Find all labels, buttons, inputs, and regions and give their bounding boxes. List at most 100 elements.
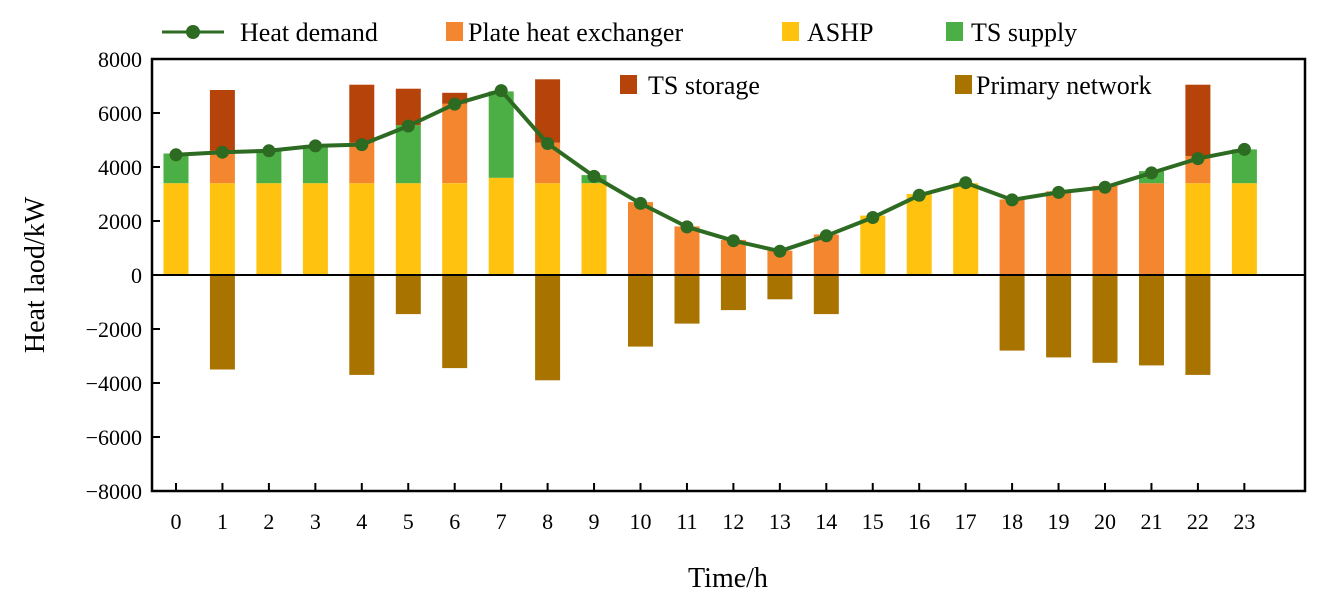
bar-ashp-7: [488, 177, 514, 275]
bar-primary-6: [442, 275, 468, 369]
x-tick-label: 23: [1233, 509, 1255, 534]
bar-primary-10: [628, 275, 653, 347]
x-tick-label: 6: [449, 509, 460, 534]
legend-ts-supply: TS supply: [946, 18, 1077, 47]
bar-primary-13: [767, 275, 793, 300]
y-axis-title: Heat laod/kW: [20, 196, 51, 353]
bar-primary-21: [1139, 275, 1164, 366]
legend-primary-label: Primary network: [976, 71, 1151, 100]
legend-ts-supply-label: TS supply: [971, 18, 1077, 47]
y-tick-label: −4000: [86, 371, 142, 396]
bar-ashp-5: [395, 183, 421, 275]
bar-primary-8: [535, 275, 561, 381]
x-tick-label: 11: [676, 509, 697, 534]
bar-ts-storage-1: [209, 90, 235, 151]
heat-demand-point-9: [587, 169, 601, 183]
y-tick-label: 0: [131, 263, 142, 288]
heat-demand-point-1: [215, 145, 229, 159]
x-tick-label: 13: [769, 509, 791, 534]
x-tick-label: 4: [356, 509, 367, 534]
heat-demand-line: [175, 88, 1245, 254]
x-tick-label: 14: [815, 509, 837, 534]
bar-ashp-23: [1231, 183, 1257, 275]
bar-ashp-22: [1185, 183, 1211, 275]
y-tick-label: 2000: [98, 209, 142, 234]
heat-demand-point-17: [959, 176, 973, 190]
heat-demand-point-22: [1191, 152, 1205, 166]
x-tick-label: 5: [403, 509, 414, 534]
bar-plate-19: [1046, 191, 1072, 275]
heat-demand-point-10: [634, 196, 647, 210]
bar-plate-20: [1092, 185, 1118, 275]
bar-plate-6: [442, 103, 468, 184]
heat-demand-point-0: [169, 148, 183, 162]
heat-demand-point-15: [866, 211, 880, 224]
bar-plate-18: [999, 199, 1025, 275]
heat-demand-point-2: [262, 144, 276, 158]
heat-demand-point-11: [680, 220, 694, 234]
bar-ts-supply-5: [395, 125, 421, 184]
bar-ashp-6: [442, 183, 468, 275]
legend-ashp-label: ASHP: [807, 18, 873, 47]
legend-ashp: ASHP: [782, 18, 873, 47]
bar-plate-10: [628, 202, 653, 275]
y-tick-label: 8000: [98, 47, 142, 72]
bar-primary-5: [395, 275, 421, 315]
y-tick-label: −8000: [86, 479, 142, 504]
bar-primary-20: [1092, 275, 1118, 363]
x-tick-label: 16: [908, 509, 930, 534]
heat-demand-point-20: [1098, 180, 1112, 194]
heat-demand-point-23: [1237, 142, 1251, 156]
y-tick-label: 4000: [98, 155, 142, 180]
heat-demand-point-7: [494, 84, 508, 98]
legend-plate-label: Plate heat exchanger: [468, 18, 683, 47]
heat-demand-point-13: [773, 244, 787, 258]
legend-ts-storage-label: TS storage: [648, 71, 760, 100]
bar-ashp-0: [163, 183, 189, 275]
bar-plate-11: [674, 226, 700, 275]
bar-primary-1: [209, 275, 235, 370]
bar-ashp-4: [349, 183, 375, 275]
x-tick-label: 20: [1094, 509, 1116, 534]
x-axis-title: Time/h: [688, 563, 768, 594]
bar-primary-12: [720, 275, 746, 311]
x-tick-label: 17: [955, 509, 977, 534]
heat-demand-point-16: [912, 188, 926, 202]
bar-ashp-17: [953, 183, 979, 275]
bar-ashp-8: [535, 183, 561, 275]
x-tick-label: 1: [217, 509, 228, 534]
heat-demand-point-21: [1145, 166, 1158, 180]
bar-ashp-3: [302, 183, 328, 275]
x-axis: 0 1 2 3 4 5 6 7 8 9 10 11 12 13 14 15 16 17 18 19 20 21 22 23: [171, 483, 1255, 534]
x-tick-label: 12: [722, 509, 744, 534]
x-tick-label: 19: [1048, 509, 1070, 534]
bar-primary-18: [999, 275, 1025, 351]
heat-demand-line-group: [169, 84, 1251, 258]
heat-demand-point-19: [1052, 185, 1066, 199]
y-axis: 8000 6000 4000 2000 0 −2000 −4000 −6000 −8000: [86, 47, 160, 504]
heat-demand-point-18: [1005, 193, 1019, 207]
y-tick-label: −2000: [86, 317, 142, 342]
bar-ts-storage-5: [395, 88, 421, 126]
bar-primary-22: [1185, 275, 1211, 375]
x-tick-label: 21: [1140, 509, 1162, 534]
x-tick-label: 22: [1187, 509, 1209, 534]
bar-primary-4: [349, 275, 375, 375]
x-tick-label: 7: [496, 509, 507, 534]
x-tick-label: 10: [630, 509, 652, 534]
heat-demand-point-3: [308, 139, 322, 153]
x-tick-label: 18: [1001, 509, 1023, 534]
x-tick-label: 3: [310, 509, 321, 534]
heat-demand-point-12: [726, 234, 740, 248]
bar-ashp-16: [906, 194, 932, 275]
bar-ts-supply-7: [488, 91, 514, 178]
legend-heat-demand: Heat demand: [162, 18, 378, 47]
bar-ashp-9: [581, 183, 607, 275]
legend-heat-demand-label: Heat demand: [240, 18, 378, 47]
y-tick-label: −6000: [86, 425, 142, 450]
heat-demand-point-6: [448, 97, 462, 111]
bar-ashp-1: [209, 183, 235, 275]
legend-primary: Primary network: [955, 71, 1151, 100]
legend-plate: Plate heat exchanger: [446, 18, 683, 47]
